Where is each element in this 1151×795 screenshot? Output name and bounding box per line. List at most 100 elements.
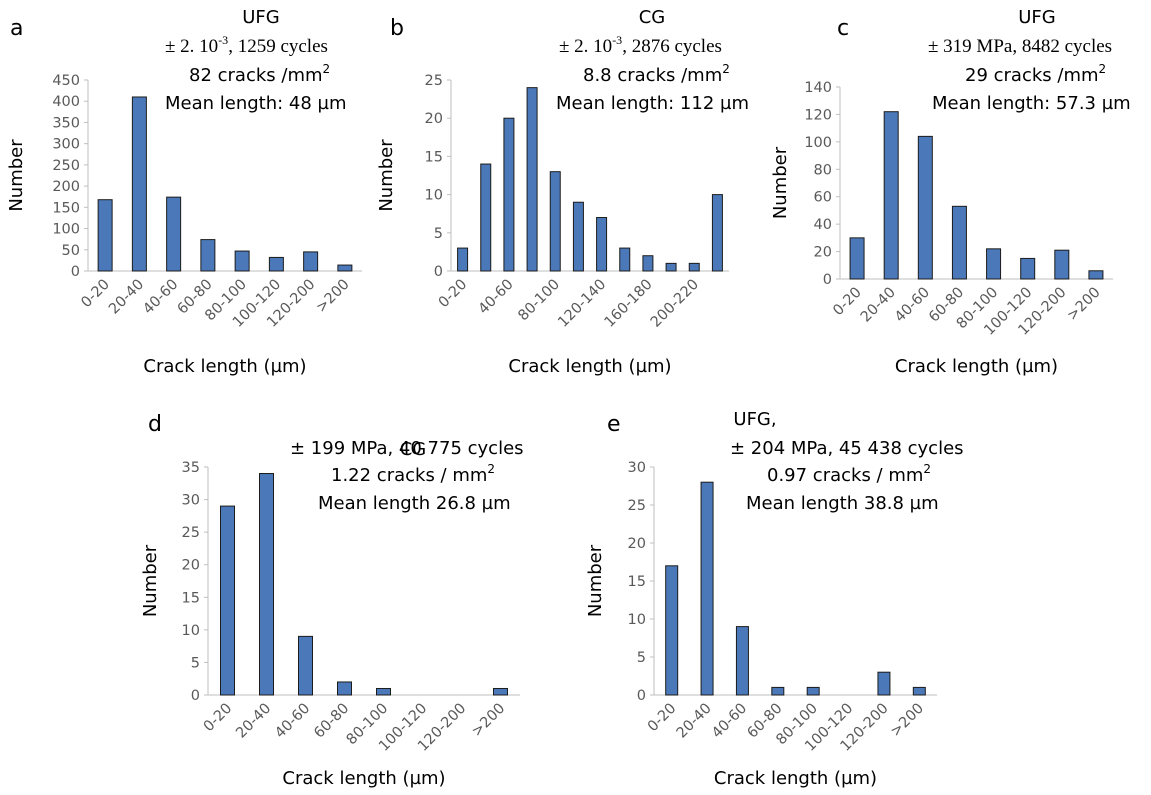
bar-b-20-40 bbox=[480, 163, 492, 272]
y-tick-label: 20 bbox=[182, 558, 200, 574]
bar-b-160-180 bbox=[642, 255, 654, 272]
bar-e-0-20 bbox=[665, 565, 679, 696]
panel-b-loading: ± 2. 10-3, 2876 cycles bbox=[559, 33, 722, 57]
y-tick-label: 50 bbox=[62, 243, 80, 259]
x-axis-title-b: Crack length (µm) bbox=[508, 356, 671, 377]
bar-c->200 bbox=[1088, 270, 1104, 280]
bar-a-120-200 bbox=[303, 251, 319, 272]
y-tick-label: 0 bbox=[191, 688, 200, 704]
x-tick-label: 0-20 bbox=[436, 277, 471, 312]
bar-a-20-40 bbox=[131, 96, 147, 272]
y-tick-label: 400 bbox=[52, 94, 80, 110]
bar-c-60-80 bbox=[951, 205, 967, 280]
panel-label-a: a bbox=[10, 16, 23, 41]
panel-d-annotation: CG ± 199 MPa, 40 775 cycles 1.22 cracks … bbox=[290, 438, 524, 514]
x-tick-label: 40-60 bbox=[272, 701, 313, 742]
panel-d-material: CG bbox=[400, 439, 427, 460]
bar-b-100-120 bbox=[572, 201, 584, 272]
panel-c-annotation: UFG ± 319 MPa, 8482 cycles 29 cracks /mm… bbox=[928, 7, 1131, 114]
y-tick-label: 0 bbox=[434, 264, 443, 280]
y-tick-label: 15 bbox=[182, 590, 200, 606]
bar-a-0-20 bbox=[97, 199, 113, 272]
bar-b-0-20 bbox=[457, 247, 469, 272]
x-tick-label: 20-40 bbox=[858, 285, 899, 326]
x-axis-title-a: Crack length (µm) bbox=[143, 356, 306, 377]
x-tick-label: 120-140 bbox=[555, 277, 609, 331]
y-axis-title-d: Number bbox=[140, 544, 161, 617]
x-tick-label: 20-40 bbox=[106, 277, 147, 318]
x-tick-label: 200-220 bbox=[648, 277, 702, 331]
x-tick-label: >200 bbox=[469, 701, 508, 740]
x-tick-label: 80-100 bbox=[515, 277, 563, 325]
y-tick-label: 20 bbox=[425, 111, 443, 127]
bar-d-0-20 bbox=[220, 505, 235, 696]
x-tick-label: 20-40 bbox=[674, 701, 715, 742]
y-tick-label: 10 bbox=[628, 612, 646, 628]
y-tick-label: 5 bbox=[191, 655, 200, 671]
panel-a-loading: ± 2. 10-3, 1259 cycles bbox=[165, 33, 328, 57]
y-tick-label: 450 bbox=[52, 73, 80, 89]
y-tick-label: 100 bbox=[804, 135, 832, 151]
bar-e-60-80 bbox=[771, 686, 785, 696]
x-tick-label: 40-60 bbox=[892, 285, 933, 326]
chart-panel-c: 0204060801001201400-2020-4040-6060-8080-… bbox=[770, 80, 1113, 377]
x-axis-title-e: Crack length (µm) bbox=[714, 768, 877, 789]
y-tick-label: 15 bbox=[628, 574, 646, 590]
panel-d-density: 1.22 cracks / mm2 bbox=[331, 462, 495, 486]
bar-a->200 bbox=[337, 264, 353, 272]
y-tick-label: 0 bbox=[823, 272, 832, 288]
y-tick-label: 35 bbox=[182, 460, 200, 476]
y-tick-label: 10 bbox=[182, 623, 200, 639]
y-tick-label: 40 bbox=[814, 217, 832, 233]
y-tick-label: 0 bbox=[71, 264, 80, 280]
bar-c-0-20 bbox=[849, 237, 865, 280]
y-tick-label: 15 bbox=[425, 149, 443, 165]
y-tick-label: 25 bbox=[182, 525, 200, 541]
panel-b-annotation: CG ± 2. 10-3, 2876 cycles 8.8 cracks /mm… bbox=[556, 7, 749, 114]
y-axis-title-e: Number bbox=[585, 544, 606, 617]
y-tick-label: 250 bbox=[52, 158, 80, 174]
bar-a-60-80 bbox=[200, 239, 216, 272]
bar-d->200 bbox=[493, 687, 508, 696]
bar-b-80-100 bbox=[549, 171, 561, 272]
panel-e-density: 0.97 cracks / mm2 bbox=[767, 462, 931, 486]
bar-c-120-200 bbox=[1054, 249, 1070, 280]
x-tick-label: 0-20 bbox=[201, 701, 236, 736]
x-tick-label: 40-60 bbox=[140, 277, 181, 318]
panel-label-d: d bbox=[148, 412, 162, 437]
y-tick-label: 25 bbox=[628, 498, 646, 514]
x-tick-label: >200 bbox=[313, 277, 352, 316]
bar-c-100-120 bbox=[1020, 257, 1036, 280]
bar-e-40-60 bbox=[735, 626, 749, 696]
bar-b-60-80 bbox=[526, 87, 538, 272]
y-axis-title-b: Number bbox=[376, 139, 397, 212]
bar-d-40-60 bbox=[298, 635, 313, 696]
y-tick-label: 20 bbox=[628, 536, 646, 552]
panel-c-density: 29 cracks /mm2 bbox=[965, 62, 1106, 86]
x-axis-title-d: Crack length (µm) bbox=[282, 768, 445, 789]
bar-b-120-140 bbox=[596, 217, 608, 272]
bar-a-100-120 bbox=[268, 256, 284, 272]
y-tick-label: 150 bbox=[52, 200, 80, 216]
y-tick-label: 120 bbox=[804, 107, 832, 123]
panel-c-material: UFG bbox=[1018, 7, 1055, 28]
y-tick-label: 140 bbox=[804, 80, 832, 96]
y-tick-label: 200 bbox=[52, 179, 80, 195]
bar-c-80-100 bbox=[986, 248, 1002, 280]
x-tick-label: 160-180 bbox=[602, 277, 656, 331]
bar-e->200 bbox=[912, 686, 926, 696]
panel-d-mean-length: Mean length 26.8 µm bbox=[318, 493, 511, 514]
bar-b-200-220 bbox=[688, 262, 700, 272]
panel-label-b: b bbox=[390, 16, 404, 41]
y-tick-label: 5 bbox=[637, 650, 646, 666]
panel-e-annotation: UFG, ± 204 MPa, 45 438 cycles 0.97 crack… bbox=[730, 409, 964, 514]
bar-a-80-100 bbox=[234, 250, 250, 272]
panel-b-density: 8.8 cracks /mm2 bbox=[583, 62, 730, 86]
bar-e-120-200 bbox=[877, 671, 891, 696]
panel-e-material: UFG, bbox=[733, 409, 776, 430]
y-tick-label: 80 bbox=[814, 162, 832, 178]
panel-b-material: CG bbox=[639, 7, 666, 28]
x-tick-label: 20-40 bbox=[233, 701, 274, 742]
bar-c-20-40 bbox=[883, 111, 899, 280]
